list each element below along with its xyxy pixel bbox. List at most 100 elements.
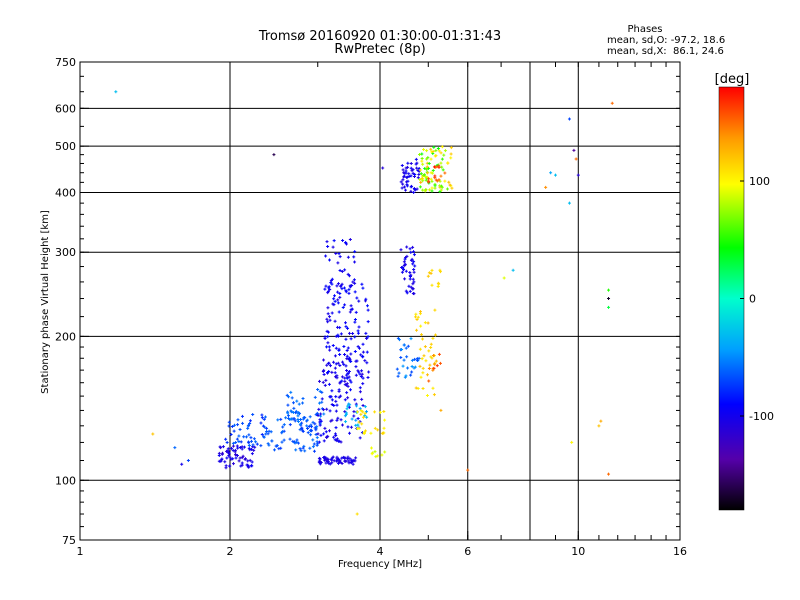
data-point — [329, 281, 333, 285]
data-point — [246, 426, 250, 430]
data-point — [337, 439, 341, 443]
data-point — [279, 446, 283, 450]
data-point — [255, 442, 259, 446]
y-tick-label: 200 — [55, 330, 76, 343]
data-point — [405, 245, 409, 249]
data-point — [357, 346, 361, 350]
data-point — [341, 305, 345, 309]
data-point — [305, 424, 309, 428]
data-point — [438, 190, 442, 194]
data-point — [434, 333, 438, 337]
data-point — [330, 402, 334, 406]
data-point — [339, 284, 343, 288]
data-point — [231, 441, 235, 445]
data-point — [300, 426, 304, 430]
data-point — [412, 270, 416, 274]
x-tick-label: 1 — [77, 545, 84, 558]
data-point — [401, 364, 405, 368]
data-point — [352, 278, 356, 282]
data-point — [243, 457, 247, 461]
data-point — [349, 337, 353, 341]
data-point — [435, 364, 439, 368]
data-point — [306, 431, 310, 435]
legend-entry-x: mean, sd,X: 86.1, 24.6 — [607, 46, 724, 57]
data-point — [333, 371, 337, 375]
data-point — [425, 171, 429, 175]
data-point — [419, 172, 423, 176]
data-point — [286, 414, 290, 418]
data-point — [395, 367, 399, 371]
data-point — [320, 397, 324, 401]
data-point — [430, 283, 434, 287]
data-point — [330, 370, 334, 374]
data-point — [236, 446, 240, 450]
data-point — [299, 418, 303, 422]
data-point — [434, 149, 438, 153]
data-point — [414, 386, 418, 390]
data-point — [421, 188, 425, 192]
data-point — [358, 386, 362, 390]
data-point — [248, 458, 252, 462]
data-point — [420, 357, 424, 361]
data-point — [364, 331, 368, 335]
data-point — [296, 419, 300, 423]
data-point — [296, 418, 300, 422]
data-point — [432, 353, 436, 357]
data-point — [422, 354, 426, 358]
data-point — [331, 245, 335, 249]
data-point — [439, 188, 443, 192]
data-point — [427, 271, 431, 275]
data-point — [228, 464, 232, 468]
data-point — [348, 310, 352, 314]
data-point — [244, 435, 248, 439]
data-point — [349, 460, 353, 464]
data-point — [396, 374, 400, 378]
data-point — [231, 448, 235, 452]
data-point — [367, 370, 371, 374]
data-point — [418, 347, 422, 351]
data-point — [265, 426, 269, 430]
data-point — [267, 429, 271, 433]
data-point — [425, 149, 429, 153]
data-point — [439, 408, 443, 412]
data-point — [429, 355, 433, 359]
data-point — [260, 413, 264, 417]
data-point — [381, 431, 385, 435]
data-point — [233, 423, 237, 427]
data-point — [440, 165, 444, 169]
data-point — [298, 422, 302, 426]
data-point — [437, 352, 441, 356]
data-point — [226, 447, 230, 451]
data-point — [411, 292, 415, 296]
data-point — [414, 162, 418, 166]
data-point — [322, 368, 326, 372]
data-point — [330, 461, 334, 465]
data-point — [311, 438, 315, 442]
data-point — [327, 258, 331, 262]
data-point — [322, 439, 326, 443]
data-point — [224, 437, 228, 441]
data-point — [353, 349, 357, 353]
data-point — [259, 444, 263, 448]
data-point — [336, 461, 340, 465]
data-point — [308, 415, 312, 419]
data-point — [361, 415, 365, 419]
data-point — [345, 354, 349, 358]
data-point — [186, 458, 190, 462]
data-point — [315, 443, 319, 447]
data-point — [293, 419, 297, 423]
data-point — [288, 437, 292, 441]
data-point — [356, 329, 360, 333]
data-point — [418, 177, 422, 181]
data-point — [180, 462, 184, 466]
data-point — [417, 172, 421, 176]
data-point — [227, 451, 231, 455]
data-point — [409, 337, 413, 341]
data-point — [289, 390, 293, 394]
data-point — [353, 320, 357, 324]
data-point — [303, 449, 307, 453]
data-point — [298, 447, 302, 451]
data-point — [346, 384, 350, 388]
data-point — [342, 286, 346, 290]
